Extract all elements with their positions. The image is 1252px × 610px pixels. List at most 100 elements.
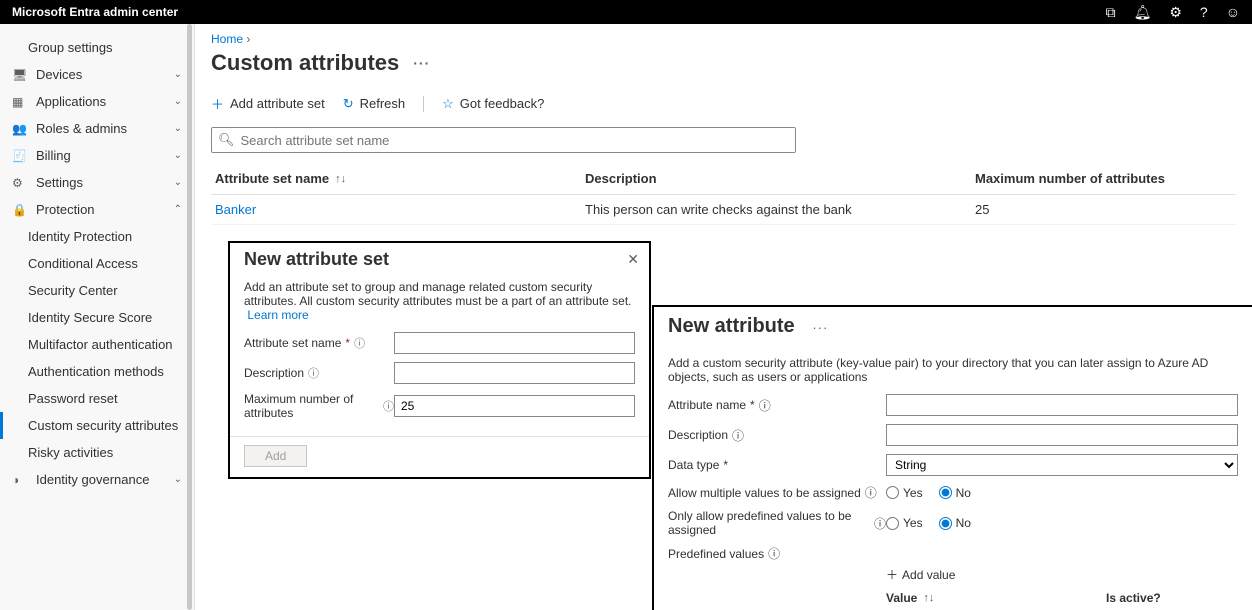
row-description: This person can write checks against the… (585, 202, 975, 217)
chevron-down-icon: ⌄ (174, 96, 182, 107)
sort-icon[interactable]: ↑↓ (923, 592, 934, 604)
info-icon[interactable]: ⓘ (383, 398, 394, 414)
info-icon[interactable]: ⓘ (768, 545, 780, 562)
chevron-down-icon: ⌄ (174, 69, 182, 80)
settings-gear-icon[interactable]: ⚙ (1169, 4, 1182, 21)
close-icon[interactable]: ✕ (627, 251, 639, 268)
add-attribute-set-button[interactable]: ＋ Add attribute set (211, 94, 325, 113)
panel-description: Add a custom security attribute (key-val… (668, 356, 1238, 384)
sidebar-item-identity-secure-score[interactable]: Identity Secure Score (0, 304, 194, 331)
chevron-down-icon: ⌄ (174, 474, 182, 485)
sidebar-item-protection[interactable]: 🔒 Protection ⌃ (0, 196, 194, 223)
breadcrumb: Home › (211, 32, 1236, 46)
product-title: Microsoft Entra admin center (12, 5, 178, 19)
sort-icon[interactable]: ↑↓ (335, 173, 346, 185)
column-header-max[interactable]: Maximum number of attributes (975, 171, 1232, 186)
help-icon[interactable]: ? (1200, 4, 1208, 21)
refresh-button[interactable]: ↻ Refresh (343, 96, 405, 112)
toolbar-label: Refresh (360, 96, 406, 111)
label-text: Attribute name (668, 398, 746, 412)
sidebar-item-password-reset[interactable]: Password reset (0, 385, 194, 412)
sidebar-item-identity-protection[interactable]: Identity Protection (0, 223, 194, 250)
sidebar-item-auth-methods[interactable]: Authentication methods (0, 358, 194, 385)
toolbar-label: Add attribute set (230, 96, 325, 111)
attribute-desc-input[interactable] (886, 424, 1238, 446)
chevron-down-icon: ⌄ (174, 150, 182, 161)
info-icon[interactable]: ⓘ (759, 397, 771, 414)
required-indicator: * (345, 336, 350, 350)
search-input[interactable] (241, 133, 789, 148)
sidebar-item-group-settings[interactable]: Group settings (0, 34, 194, 61)
notifications-icon[interactable]: 🔔︎ (1134, 4, 1152, 21)
sidebar-item-settings[interactable]: ⚙ Settings ⌄ (0, 169, 194, 196)
lock-icon: 🔒 (12, 203, 28, 217)
value-column-header[interactable]: Value (886, 591, 917, 605)
search-icon: 🔍︎ (218, 132, 235, 148)
attribute-set-max-label: Maximum number of attributes ⓘ (244, 392, 394, 420)
modal-description: Add an attribute set to group and manage… (244, 280, 635, 322)
sidebar-item-label: Identity governance (36, 472, 149, 487)
sidebar-item-applications[interactable]: ▦ Applications ⌄ (0, 88, 194, 115)
billing-icon: 🧾 (12, 149, 28, 163)
plus-icon: ＋ (886, 566, 898, 583)
radio-multi-yes[interactable]: Yes (886, 486, 923, 500)
sidebar-item-billing[interactable]: 🧾 Billing ⌄ (0, 142, 194, 169)
radio-multi-no[interactable]: No (939, 486, 971, 500)
modal-description-text: Add an attribute set to group and manage… (244, 280, 632, 308)
feedback-button[interactable]: ☆ Got feedback? (442, 96, 544, 112)
datatype-label: Data type * (668, 458, 886, 472)
active-column-header[interactable]: Is active? (1106, 591, 1161, 605)
label-text: Maximum number of attributes (244, 392, 379, 420)
radio-label: No (956, 486, 971, 500)
column-header-name[interactable]: Attribute set name (215, 171, 329, 186)
predefined-values-label: Predefined values ⓘ (668, 545, 886, 562)
info-icon[interactable]: ⓘ (354, 335, 365, 351)
sidebar-item-label: Protection (36, 202, 95, 217)
datatype-select[interactable]: String (886, 454, 1238, 476)
radio-predef-yes[interactable]: Yes (886, 516, 923, 530)
info-icon[interactable]: ⓘ (732, 427, 744, 444)
radio-label: No (956, 516, 971, 530)
more-actions-icon[interactable]: ··· (413, 55, 430, 71)
add-value-button[interactable]: ＋ Add value (886, 566, 1238, 583)
breadcrumb-home[interactable]: Home (211, 32, 243, 46)
sidebar-item-conditional-access[interactable]: Conditional Access (0, 250, 194, 277)
gear-icon: ⚙ (12, 176, 28, 190)
sidebar-item-label: Devices (36, 67, 82, 82)
sidebar-item-devices[interactable]: 🖥 Devices ⌄ (0, 61, 194, 88)
add-button[interactable]: Add (244, 445, 307, 467)
more-actions-icon[interactable]: ··· (812, 320, 828, 335)
table-row[interactable]: Banker This person can write checks agai… (211, 195, 1236, 225)
allow-multiple-label: Allow multiple values to be assigned ⓘ (668, 484, 886, 501)
label-text: Data type (668, 458, 719, 472)
column-header-description[interactable]: Description (585, 171, 975, 186)
sidebar-item-security-center[interactable]: Security Center (0, 277, 194, 304)
attribute-set-desc-input[interactable] (394, 362, 635, 384)
info-icon[interactable]: ⓘ (308, 365, 319, 381)
sidebar-item-label: Roles & admins (36, 121, 127, 136)
sidebar-item-label: Settings (36, 175, 83, 190)
radio-label: Yes (903, 486, 923, 500)
label-text: Predefined values (668, 547, 764, 561)
label-text: Description (668, 428, 728, 442)
learn-more-link[interactable]: Learn more (247, 308, 308, 322)
attribute-set-link[interactable]: Banker (215, 202, 256, 217)
toolbar-label: Got feedback? (460, 96, 545, 111)
attribute-name-input[interactable] (886, 394, 1238, 416)
sidebar-item-roles[interactable]: 👥 Roles & admins ⌄ (0, 115, 194, 142)
radio-predef-no[interactable]: No (939, 516, 971, 530)
attribute-set-name-input[interactable] (394, 332, 635, 354)
info-icon[interactable]: ⓘ (865, 484, 877, 501)
attribute-name-label: Attribute name * ⓘ (668, 397, 886, 414)
radio-label: Yes (903, 516, 923, 530)
sidebar-item-mfa[interactable]: Multifactor authentication (0, 331, 194, 358)
panel-title: New attribute (668, 315, 795, 338)
sidebar-item-identity-governance[interactable]: ◑ Identity governance ⌄ (0, 466, 194, 493)
modal-title: New attribute set (244, 249, 389, 270)
sidebar-item-custom-security-attributes[interactable]: Custom security attributes (0, 412, 194, 439)
info-icon[interactable]: ⓘ (874, 515, 886, 532)
feedback-icon[interactable]: ☺ (1226, 4, 1240, 21)
sidebar-item-risky-activities[interactable]: Risky activities (0, 439, 194, 466)
cloud-shell-icon[interactable]: ⧉ (1106, 4, 1116, 21)
attribute-set-max-input[interactable] (394, 395, 635, 417)
